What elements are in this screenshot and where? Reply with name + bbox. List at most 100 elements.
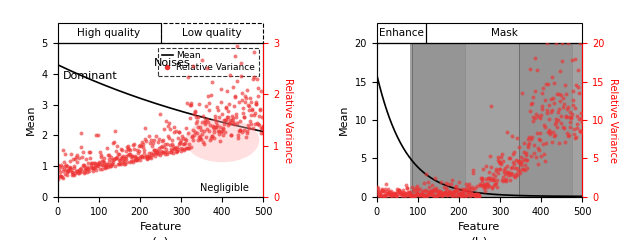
Point (84, 150, 95, 154)
Point (178, 136, 188, 140)
Point (495, 160, 506, 164)
Point (141, 154, 152, 157)
Point (81, 167, 91, 171)
Point (227, 116, 237, 120)
Point (467, 192, 477, 196)
Point (492, 167, 502, 171)
Point (99, 156, 109, 160)
Point (131, 158, 141, 162)
Point (376, 194, 386, 198)
Point (107, 158, 117, 162)
Point (545, 130, 555, 134)
Point (79, 171, 90, 174)
Point (508, 152, 518, 156)
Point (231, 112, 241, 116)
Point (396, 190, 406, 194)
Point (577, 118, 587, 122)
Point (148, 152, 158, 156)
Point (164, 144, 175, 147)
Point (159, 145, 169, 149)
Point (465, 194, 475, 198)
Point (238, 111, 248, 115)
Point (373, 188, 383, 192)
Point (406, 194, 416, 198)
Point (385, 194, 396, 198)
Point (124, 144, 134, 148)
Point (395, 190, 405, 194)
Point (552, 125, 563, 129)
Point (573, 68, 583, 72)
Point (529, 116, 540, 120)
Point (174, 130, 184, 134)
Point (166, 150, 176, 154)
Point (75, 170, 85, 174)
Point (539, 123, 549, 127)
Point (148, 148, 159, 152)
Point (458, 191, 468, 195)
Point (525, 137, 536, 140)
Point (68, 172, 78, 176)
Point (513, 169, 523, 173)
Point (520, 163, 530, 167)
Point (240, 100, 250, 104)
Point (388, 193, 398, 197)
Point (178, 142, 188, 146)
Point (548, 130, 558, 134)
Point (136, 154, 147, 157)
Point (147, 144, 157, 148)
Point (531, 155, 541, 159)
X-axis label: Feature: Feature (140, 222, 182, 232)
Point (408, 194, 419, 198)
Point (170, 146, 180, 150)
Point (202, 127, 212, 131)
Point (384, 190, 394, 194)
Point (184, 142, 194, 146)
Point (176, 146, 186, 150)
Point (228, 104, 239, 108)
Point (411, 186, 421, 190)
Point (555, 69, 565, 72)
Point (404, 191, 415, 195)
Point (405, 194, 415, 198)
Point (197, 132, 207, 136)
Point (479, 183, 490, 187)
Point (100, 166, 110, 170)
Point (224, 102, 234, 105)
Point (388, 191, 399, 195)
Point (508, 160, 518, 164)
Point (116, 162, 127, 166)
Point (251, 102, 261, 106)
Point (92, 164, 102, 168)
Point (493, 167, 504, 171)
Point (88, 166, 98, 170)
Point (425, 192, 435, 196)
Point (472, 184, 482, 188)
Point (465, 186, 476, 190)
Point (196, 128, 206, 132)
Point (230, 94, 240, 98)
Point (462, 192, 472, 196)
Point (97, 167, 107, 170)
Point (521, 151, 531, 155)
Point (380, 187, 390, 191)
Point (181, 138, 191, 142)
Point (377, 187, 387, 191)
Point (489, 183, 499, 187)
Point (379, 189, 389, 193)
Point (186, 101, 196, 104)
Point (180, 138, 190, 141)
Point (144, 151, 154, 155)
Point (436, 190, 446, 194)
Point (96, 153, 106, 157)
Point (452, 187, 463, 191)
Point (109, 164, 120, 168)
Point (384, 192, 394, 196)
Point (518, 167, 528, 171)
Point (66, 167, 76, 171)
Point (381, 191, 391, 195)
Point (472, 194, 483, 198)
Point (161, 119, 172, 123)
Point (246, 100, 256, 104)
Point (244, 108, 254, 112)
Point (95, 167, 105, 171)
